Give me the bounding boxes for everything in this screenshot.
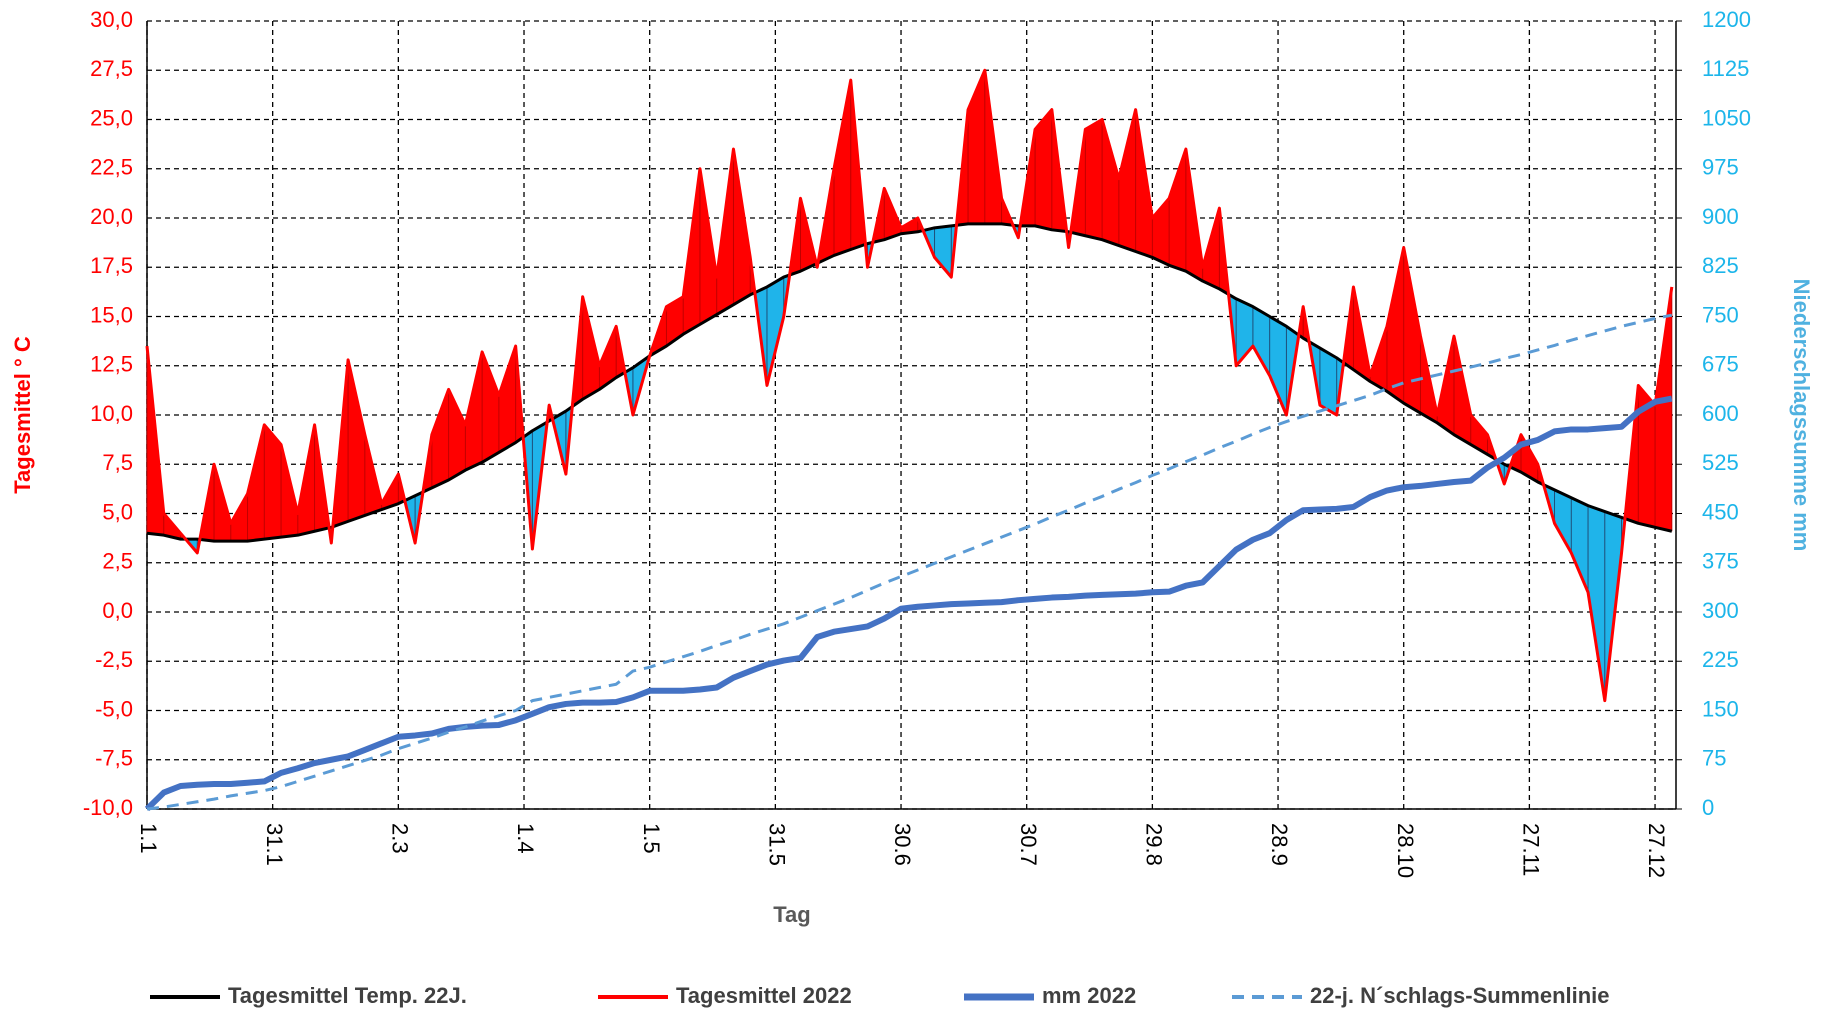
y2-tick-label: 1125: [1702, 56, 1749, 81]
y2-tick-label: 525: [1702, 450, 1739, 475]
y2-tick-label: 0: [1702, 795, 1714, 820]
x-tick-label: 27.12: [1644, 823, 1669, 878]
y2-tick-label: 450: [1702, 499, 1739, 524]
x-tick-label: 30.6: [890, 823, 915, 866]
x-tick-label: 31.5: [765, 823, 790, 866]
y2-tick-label: 750: [1702, 302, 1739, 327]
y2-tick-label: 1050: [1702, 105, 1751, 130]
x-tick-label: 1.4: [513, 823, 538, 854]
y2-tick-label: 600: [1702, 401, 1739, 426]
x-tick-label: 29.8: [1142, 823, 1167, 866]
y2-tick-label: 300: [1702, 598, 1739, 623]
y-tick-label: 22,5: [90, 155, 133, 180]
y-tick-label: 25,0: [90, 105, 133, 130]
x-tick-label: 1.1: [136, 823, 161, 854]
legend-label: Tagesmittel Temp. 22J.: [228, 983, 467, 1008]
y2-tick-label: 675: [1702, 352, 1739, 377]
series-line: [145, 68, 1674, 703]
x-tick-label: 2.3: [388, 823, 413, 854]
y2-tick-label: 1200: [1702, 7, 1751, 32]
legend-label: 22-j. N´schlags-Summenlinie: [1310, 983, 1610, 1008]
y-tick-label: 2,5: [102, 549, 133, 574]
y-tick-label: 0,0: [102, 598, 133, 623]
series-line: [146, 222, 1673, 543]
x-tick-label: 28.9: [1267, 823, 1292, 866]
x-tick-label: 27.11: [1519, 823, 1544, 876]
y-tick-label: 20,0: [90, 204, 133, 229]
y2-tick-label: 825: [1702, 253, 1739, 278]
series-line: [144, 395, 1673, 812]
y2-tick-label: 75: [1702, 746, 1726, 771]
series-line: [146, 313, 1673, 811]
x-tick-label: 31.1: [262, 823, 287, 866]
y-tick-label: 17,5: [90, 253, 133, 278]
y-axis-title: Tagesmittel ° C: [10, 336, 35, 494]
x-tick-label: 30.7: [1016, 823, 1041, 866]
y-tick-label: 30,0: [90, 7, 133, 32]
y-tick-label: 15,0: [90, 302, 133, 327]
legend-label: Tagesmittel 2022: [676, 983, 852, 1008]
y-tick-label: -7,5: [95, 746, 133, 771]
x-tick-label: 28.10: [1393, 823, 1418, 878]
y2-axis-title: Niederschlagssumme mm: [1789, 279, 1814, 552]
y-tick-label: 27,5: [90, 56, 133, 81]
y2-tick-label: 225: [1702, 647, 1739, 672]
y2-tick-label: 900: [1702, 204, 1739, 229]
y-tick-label: 5,0: [102, 499, 133, 524]
legend-label: mm 2022: [1042, 983, 1136, 1008]
y-tick-label: -5,0: [95, 696, 133, 721]
x-axis-title: Tag: [773, 902, 810, 927]
y-tick-label: 10,0: [90, 401, 133, 426]
y2-tick-label: 150: [1702, 696, 1739, 721]
y-tick-label: 12,5: [90, 352, 133, 377]
y-tick-label: -10,0: [83, 795, 133, 820]
y2-tick-label: 975: [1702, 155, 1739, 180]
y-tick-label: -2,5: [95, 647, 133, 672]
y-tick-label: 7,5: [102, 450, 133, 475]
y2-tick-label: 375: [1702, 549, 1739, 574]
x-tick-label: 1.5: [639, 823, 664, 854]
